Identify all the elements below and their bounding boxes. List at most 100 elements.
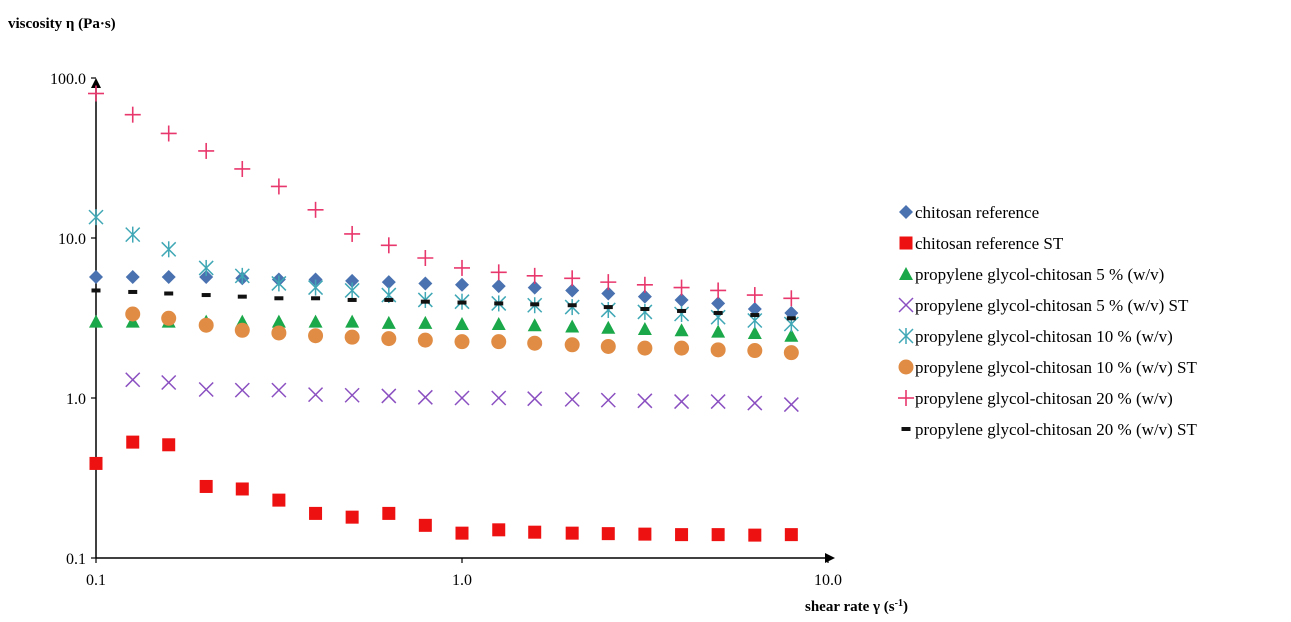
data-point <box>380 237 397 254</box>
legend-item: propylene glycol-chitosan 20 % (w/v) <box>898 389 1173 408</box>
y-tick-label: 10.0 <box>58 231 86 248</box>
data-point <box>234 267 250 284</box>
data-point <box>271 382 287 398</box>
x-axis-arrow <box>825 553 835 563</box>
data-point <box>710 282 727 299</box>
data-point <box>675 528 689 542</box>
data-point <box>637 321 652 335</box>
data-point <box>564 270 581 287</box>
data-point <box>345 510 359 524</box>
data-point <box>201 293 211 298</box>
data-point <box>125 226 141 243</box>
data-point <box>750 313 760 318</box>
legend-marker <box>898 390 914 406</box>
data-point <box>673 279 690 296</box>
data-point <box>309 506 323 520</box>
data-point <box>457 300 467 305</box>
legend-marker <box>898 359 914 375</box>
legend-item: chitosan reference ST <box>899 234 1064 253</box>
legend-label: propylene glycol-chitosan 10 % (w/v) ST <box>915 358 1197 377</box>
data-points <box>88 85 800 542</box>
data-point <box>636 276 653 293</box>
data-point <box>234 160 251 177</box>
data-point <box>710 394 726 410</box>
data-point <box>198 317 214 333</box>
data-point <box>638 527 652 541</box>
legend: chitosan reference chitosan reference ST p… <box>898 203 1197 439</box>
data-point <box>272 493 286 507</box>
data-point <box>677 308 687 313</box>
data-point <box>347 297 357 302</box>
data-point <box>530 302 540 307</box>
data-point <box>747 343 763 359</box>
data-point <box>783 290 800 307</box>
data-point <box>237 294 247 299</box>
data-point <box>345 273 360 288</box>
data-point <box>746 287 763 304</box>
data-point <box>491 390 507 406</box>
data-point <box>308 328 324 344</box>
x-axis-title-close: ) <box>903 599 908 615</box>
y-tick-label: 1.0 <box>66 391 86 408</box>
data-point <box>162 438 176 452</box>
data-point <box>491 317 506 331</box>
data-point <box>344 225 361 242</box>
data-point <box>600 301 616 318</box>
data-point <box>710 342 726 358</box>
data-point <box>490 264 507 281</box>
data-point <box>89 456 103 470</box>
data-point <box>161 310 177 326</box>
data-point <box>711 528 725 542</box>
data-point <box>711 324 726 338</box>
data-point <box>526 267 543 284</box>
data-point <box>344 387 360 403</box>
data-point <box>234 322 250 338</box>
legend-marker <box>899 205 913 219</box>
data-point <box>271 325 287 341</box>
data-point <box>199 479 213 493</box>
data-point <box>128 289 138 294</box>
data-point <box>418 276 433 291</box>
legend-item: propylene glycol-chitosan 20 % (w/v) ST <box>901 420 1197 439</box>
data-point <box>88 85 104 102</box>
data-point <box>274 296 284 301</box>
legend-marker <box>901 427 911 431</box>
series-3 <box>89 314 799 342</box>
legend-item: propylene glycol-chitosan 5 % (w/v) ST <box>898 296 1189 315</box>
data-point <box>381 275 396 290</box>
series-2 <box>89 435 798 542</box>
data-point <box>125 306 141 322</box>
data-point <box>565 319 580 333</box>
series-5 <box>88 209 799 333</box>
data-point <box>527 335 543 351</box>
legend-item: propylene glycol-chitosan 10 % (w/v) ST <box>898 358 1197 377</box>
legend-marker <box>898 328 914 344</box>
data-point <box>783 397 799 413</box>
series-6 <box>125 306 799 361</box>
legend-label: propylene glycol-chitosan 5 % (w/v) <box>915 265 1164 284</box>
y-axis-arrow <box>91 78 101 88</box>
legend-label: chitosan reference <box>915 203 1039 222</box>
data-point <box>455 277 469 292</box>
data-point <box>601 286 616 301</box>
data-point <box>564 391 580 407</box>
data-point <box>417 389 433 405</box>
data-point <box>565 283 580 298</box>
data-point <box>417 249 434 266</box>
data-point <box>308 279 324 296</box>
data-point <box>786 316 796 321</box>
data-point <box>600 338 616 354</box>
series-7 <box>88 85 800 307</box>
data-point <box>527 318 542 332</box>
data-point <box>160 125 177 142</box>
data-point <box>494 301 504 306</box>
data-point <box>637 393 653 409</box>
data-point <box>784 328 799 342</box>
data-point <box>564 337 580 353</box>
legend-item: chitosan reference <box>899 203 1039 222</box>
data-point <box>674 340 690 356</box>
x-axis-title-main: shear rate γ (s <box>805 599 895 615</box>
legend-label: propylene glycol-chitosan 20 % (w/v) ST <box>915 420 1197 439</box>
